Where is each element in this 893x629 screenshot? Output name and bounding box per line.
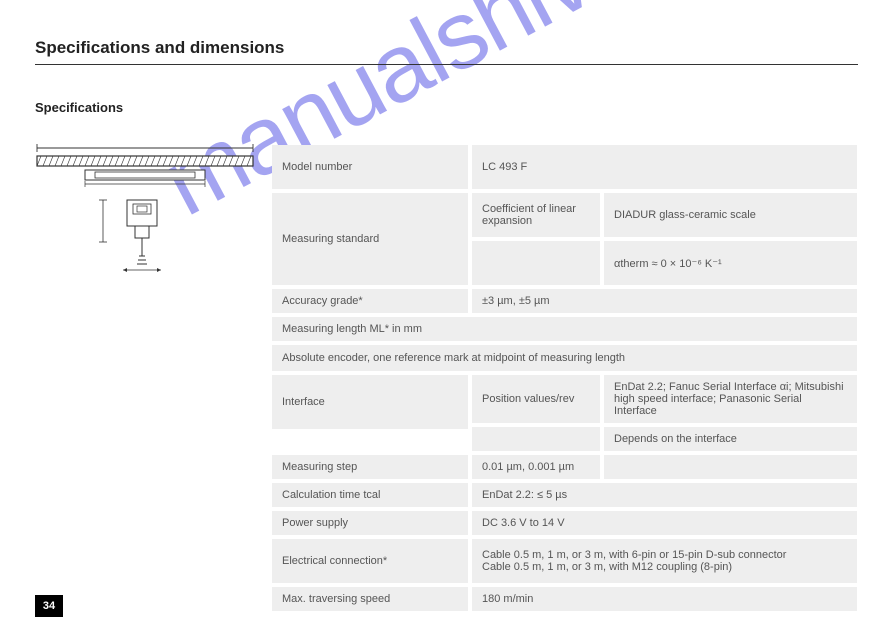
table-row: Max. traversing speed 180 m/min xyxy=(272,587,857,611)
cell-label: Power supply xyxy=(272,511,468,535)
cell-sublabel xyxy=(472,241,600,285)
table-row: Measuring standard Coefficient of linear… xyxy=(272,193,857,285)
cell-sublabel: Coefficient of linear expansion xyxy=(472,193,600,237)
spec-table: Model number LC 493 F Measuring standard… xyxy=(272,145,857,615)
cell-value: 0.01 µm, 0.001 µm xyxy=(472,455,600,479)
cell-sublabel: Position values/rev xyxy=(472,375,600,423)
table-row: Accuracy grade* ±3 µm, ±5 µm xyxy=(272,289,857,313)
cell-label: Accuracy grade* xyxy=(272,289,468,313)
table-row: Electrical connection* Cable 0.5 m, 1 m,… xyxy=(272,539,857,583)
encoder-diagram-svg xyxy=(35,140,255,290)
cell-value: 180 m/min xyxy=(472,587,857,611)
cell-value: Depends on the interface xyxy=(604,427,857,451)
table-row: Interface Position values/rev EnDat 2.2;… xyxy=(272,375,857,451)
cell-label: Interface xyxy=(272,375,468,429)
cell-value: αtherm ≈ 0 × 10⁻⁶ K⁻¹ xyxy=(604,241,857,285)
section-subheading: Specifications xyxy=(35,100,123,115)
cell-sublabel xyxy=(472,427,600,451)
cell-label: Electrical connection* xyxy=(272,539,468,583)
cell-value: DIADUR glass-ceramic scale xyxy=(604,193,857,237)
cell-value: ±3 µm, ±5 µm xyxy=(472,289,857,313)
cell-label: Model number xyxy=(272,145,468,189)
cell-full: Measuring length ML* in mm xyxy=(272,317,857,341)
page-number: 34 xyxy=(35,595,63,617)
cell-value: EnDat 2.2: ≤ 5 µs xyxy=(472,483,857,507)
cell-label: Calculation time tcal xyxy=(272,483,468,507)
dimension-figure xyxy=(35,140,255,293)
cell-value: LC 493 F xyxy=(472,145,857,189)
table-row: Power supply DC 3.6 V to 14 V xyxy=(272,511,857,535)
cell-value xyxy=(604,455,857,479)
cell-label: Measuring step xyxy=(272,455,468,479)
table-row: Measuring length ML* in mm xyxy=(272,317,857,341)
table-row: Measuring step 0.01 µm, 0.001 µm xyxy=(272,455,857,479)
table-row: Model number LC 493 F xyxy=(272,145,857,189)
horizontal-rule xyxy=(35,64,858,65)
cell-value: EnDat 2.2; Fanuc Serial Interface αi; Mi… xyxy=(604,375,857,423)
cell-label: Measuring standard xyxy=(272,193,468,285)
cell-value: DC 3.6 V to 14 V xyxy=(472,511,857,535)
page-heading: Specifications and dimensions xyxy=(35,38,284,58)
table-row: Calculation time tcal EnDat 2.2: ≤ 5 µs xyxy=(272,483,857,507)
table-row: Absolute encoder, one reference mark at … xyxy=(272,345,857,371)
cell-full: Absolute encoder, one reference mark at … xyxy=(272,345,857,371)
cell-label: Max. traversing speed xyxy=(272,587,468,611)
cell-value: Cable 0.5 m, 1 m, or 3 m, with 6-pin or … xyxy=(472,539,857,583)
